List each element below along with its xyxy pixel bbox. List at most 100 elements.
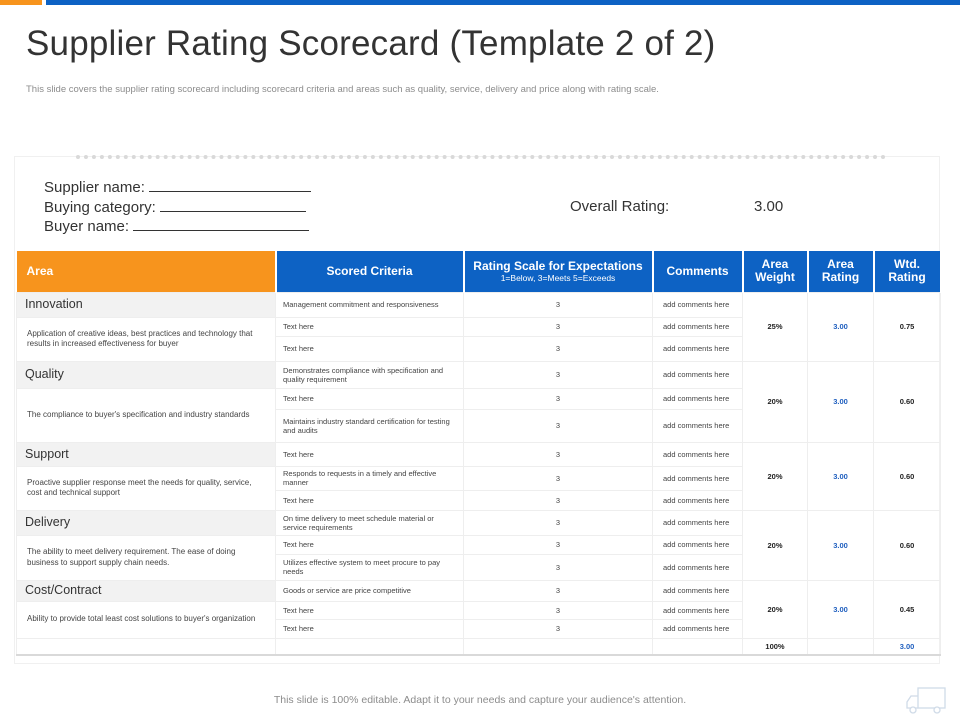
scale-cell[interactable]: 3	[463, 579, 653, 602]
table-row: Text here 3 add comments here	[17, 489, 941, 511]
area-weight-cell: 20%	[742, 579, 808, 639]
buyer-name-label: Buyer name:	[44, 218, 130, 235]
area-name: Innovation	[16, 291, 276, 318]
header-scored-criteria: Scored Criteria	[275, 251, 465, 292]
criteria-cell[interactable]: Text here	[275, 489, 464, 511]
scale-cell[interactable]: 3	[463, 335, 653, 362]
table-row: Support Text here 3 add comments here 20…	[16, 441, 941, 511]
wtd-rating-cell: 0.45	[873, 579, 941, 639]
scale-cell[interactable]: 3	[463, 291, 653, 318]
comment-cell[interactable]: add comments here	[652, 600, 743, 620]
criteria-cell[interactable]: Utilizes effective system to meet procur…	[275, 553, 464, 581]
table-row: The ability to meet delivery requirement…	[16, 534, 941, 581]
area-name: Support	[16, 441, 276, 467]
comment-cell[interactable]: add comments here	[652, 335, 743, 362]
buying-category-row: Buying category:	[44, 198, 311, 218]
table-row: Proactive supplier response meet the nee…	[16, 465, 941, 511]
scale-cell[interactable]: 3	[463, 465, 653, 491]
overall-rating-label: Overall Rating:	[570, 198, 670, 215]
criteria-cell[interactable]: Maintains industry standard certificatio…	[275, 408, 464, 443]
wtd-rating-cell: 0.60	[873, 441, 941, 511]
table-header-row: Area Scored Criteria Rating Scale for Ex…	[16, 251, 942, 292]
criteria-cell[interactable]: Responds to requests in a timely and eff…	[275, 465, 464, 491]
comment-cell[interactable]: add comments here	[652, 291, 743, 318]
area-rating-cell: 3.00	[807, 291, 874, 362]
scale-cell[interactable]: 3	[463, 509, 653, 536]
supplier-name-label: Supplier name:	[44, 179, 145, 196]
criteria-cell[interactable]: Text here	[275, 618, 464, 639]
criteria-cell[interactable]: On time delivery to meet schedule materi…	[275, 509, 464, 536]
comment-cell[interactable]: add comments here	[652, 316, 743, 337]
scale-cell[interactable]: 3	[463, 553, 653, 581]
totals-empty	[275, 637, 464, 656]
scale-cell[interactable]: 3	[463, 441, 653, 467]
criteria-cell[interactable]: Text here	[275, 335, 464, 362]
table-row: Innovation Management commitment and res…	[16, 291, 941, 362]
footer-note: This slide is 100% editable. Adapt it to…	[273, 694, 687, 706]
supplier-name-row: Supplier name:	[44, 178, 312, 198]
dotted-divider	[76, 155, 886, 159]
area-description: Ability to provide total least cost solu…	[16, 600, 276, 639]
scale-cell[interactable]: 3	[463, 387, 653, 410]
area-description: The ability to meet delivery requirement…	[16, 534, 276, 581]
scale-cell[interactable]: 3	[463, 408, 653, 443]
table-row: Utilizes effective system to meet procur…	[17, 553, 941, 581]
scale-cell[interactable]: 3	[463, 489, 653, 511]
buyer-name-field[interactable]	[133, 217, 310, 231]
area-name: Cost/Contract	[16, 579, 276, 602]
top-accent-bar-orange	[0, 0, 42, 5]
header-area: Area	[16, 251, 277, 292]
criteria-cell[interactable]: Text here	[275, 600, 464, 620]
table-row: Quality Demonstrates compliance with spe…	[16, 360, 941, 443]
totals-row: 100% 3.00	[16, 637, 941, 656]
table-row: Maintains industry standard certificatio…	[17, 408, 941, 443]
wtd-rating-cell: 0.60	[873, 360, 941, 443]
comment-cell[interactable]: add comments here	[652, 465, 743, 491]
area-rating-cell: 3.00	[807, 360, 874, 443]
scale-cell[interactable]: 3	[463, 600, 653, 620]
table-row: Text here 3 add comments here	[17, 335, 941, 362]
wtd-rating-cell: 0.60	[873, 509, 941, 581]
header-rating-scale-sub: 1=Below, 3=Meets 5=Exceeds	[500, 272, 616, 283]
criteria-cell[interactable]: Text here	[275, 534, 464, 555]
page-title: Supplier Rating Scorecard (Template 2 of…	[26, 24, 716, 63]
header-area-weight: Area Weight	[742, 251, 809, 292]
buyer-name-row: Buyer name:	[44, 217, 311, 237]
criteria-cell[interactable]: Text here	[275, 316, 464, 337]
totals-empty	[807, 637, 874, 656]
comment-cell[interactable]: add comments here	[652, 553, 743, 581]
comment-cell[interactable]: add comments here	[652, 534, 743, 555]
truck-icon	[906, 687, 946, 714]
criteria-cell[interactable]: Text here	[275, 441, 464, 467]
comment-cell[interactable]: add comments here	[652, 387, 743, 410]
comment-cell[interactable]: add comments here	[652, 360, 743, 389]
comment-cell[interactable]: add comments here	[652, 441, 743, 467]
header-area-rating: Area Rating	[807, 251, 875, 292]
totals-empty	[652, 637, 743, 656]
area-description: Application of creative ideas, best prac…	[16, 316, 276, 362]
header-wtd-rating: Wtd. Rating	[873, 251, 942, 292]
area-rating-cell: 3.00	[807, 441, 874, 511]
comment-cell[interactable]: add comments here	[652, 408, 743, 443]
supplier-info: Supplier name: Buying category: Buyer na…	[44, 178, 312, 237]
comment-cell[interactable]: add comments here	[652, 579, 743, 602]
criteria-cell[interactable]: Goods or service are price competitive	[275, 579, 464, 602]
scale-cell[interactable]: 3	[463, 360, 653, 389]
scale-cell[interactable]: 3	[463, 534, 653, 555]
comment-cell[interactable]: add comments here	[652, 509, 743, 536]
scale-cell[interactable]: 3	[463, 618, 653, 639]
area-weight-cell: 25%	[742, 291, 808, 362]
buying-category-field[interactable]	[159, 198, 306, 212]
total-wtd-rating-cell: 3.00	[873, 637, 941, 656]
total-weight-cell: 100%	[742, 637, 808, 656]
supplier-name-field[interactable]	[149, 178, 312, 192]
comment-cell[interactable]: add comments here	[652, 489, 743, 511]
area-name: Delivery	[16, 509, 276, 536]
scale-cell[interactable]: 3	[463, 316, 653, 337]
criteria-cell[interactable]: Text here	[275, 387, 464, 410]
scorecard-table: Area Scored Criteria Rating Scale for Ex…	[16, 251, 942, 656]
comment-cell[interactable]: add comments here	[652, 618, 743, 639]
criteria-cell[interactable]: Management commitment and responsiveness	[275, 291, 464, 318]
area-weight-cell: 20%	[742, 441, 808, 511]
criteria-cell[interactable]: Demonstrates compliance with specificati…	[275, 360, 464, 389]
